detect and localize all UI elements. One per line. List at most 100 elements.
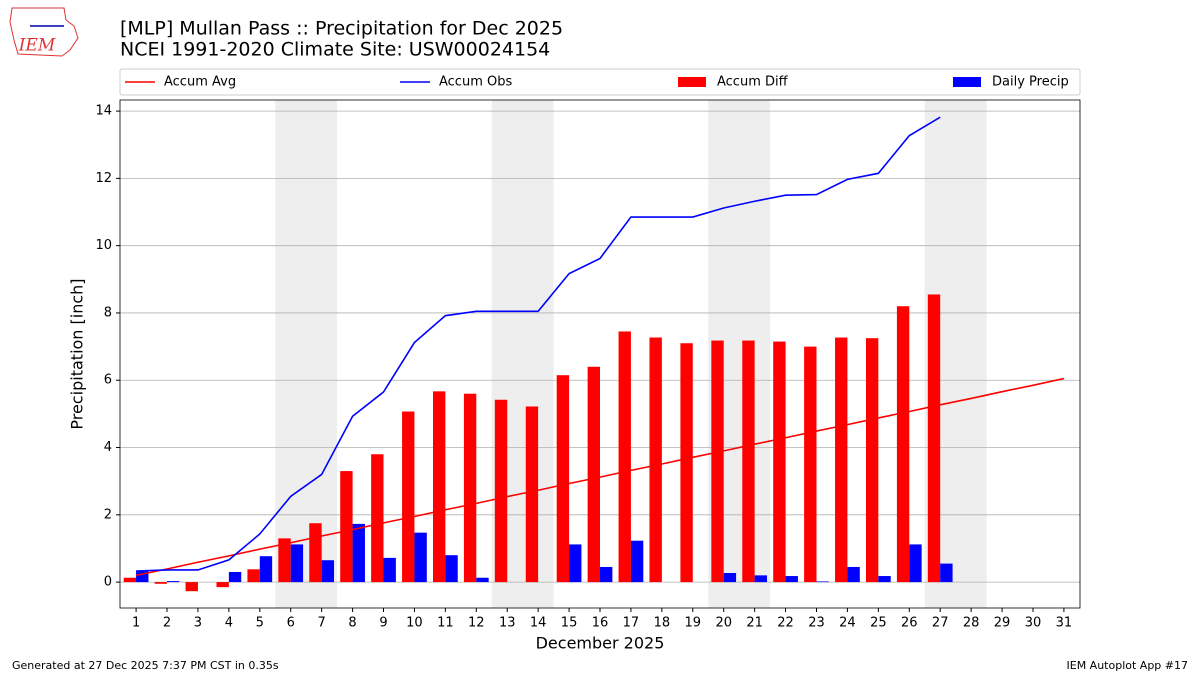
bar [154,582,168,584]
legend-box [119,68,1081,96]
legend-label: Accum Diff [717,75,789,90]
bar [556,375,570,583]
bar [445,555,458,583]
bar [865,338,879,583]
x-tick-label: 16 [592,616,609,631]
x-tick-label: 31 [1056,616,1073,631]
footer-left: Generated at 27 Dec 2025 7:37 PM CST in … [12,659,279,672]
bar [463,393,477,583]
bar [228,572,242,583]
bar [494,399,508,583]
chart-subtitle: NCEI 1991-2020 Climate Site: USW00024154 [120,39,550,61]
bar [587,366,600,583]
bar [525,406,539,583]
y-tick-label: 12 [95,171,112,186]
x-tick-label: 27 [932,616,949,631]
x-tick-label: 9 [379,616,387,631]
x-tick-label: 21 [746,616,763,631]
x-tick-label: 30 [1025,616,1042,631]
y-tick-label: 8 [104,305,112,320]
bar [785,576,798,583]
bar [371,454,384,583]
shade [275,100,338,608]
bar [185,582,198,592]
y-tick-label: 6 [104,373,112,388]
x-tick-label: 29 [994,616,1011,631]
bar [278,538,291,583]
bar [383,557,396,583]
bar [309,523,322,583]
bar [649,337,662,583]
bar [216,582,229,588]
y-axis-label: Precipitation [inch] [68,278,87,429]
legend-handle [678,77,706,87]
line [135,377,1065,577]
x-tick-label: 20 [715,616,732,631]
bar [600,566,613,583]
weekend-shading [275,100,987,608]
bar [711,340,724,583]
x-tick-label: 13 [499,616,516,631]
y-tick-label: 2 [104,507,112,522]
logo-text: IEM [18,36,56,56]
bar [618,331,631,583]
logo: IEM [9,7,79,57]
bar [940,563,953,583]
bar [259,556,273,583]
bar [896,306,910,583]
bar [754,575,768,583]
bar [909,544,922,583]
x-tick-label: 11 [437,616,454,631]
x-tick-label: 8 [348,616,356,631]
bar [321,560,335,583]
x-tick-label: 3 [194,616,202,631]
bar [630,540,644,583]
legend-handle [953,77,981,87]
line [136,116,941,572]
x-tick-label: 17 [623,616,640,631]
y-tick-label: 0 [104,575,112,590]
bar [136,570,149,583]
y-tick-label: 4 [104,440,112,455]
x-tick-label: 15 [561,616,578,631]
bar [878,576,891,583]
bar [402,411,415,583]
plot-frame [119,99,1081,609]
bar [927,294,941,583]
x-tick-label: 10 [406,616,423,631]
bar [123,577,137,583]
bar [167,581,180,583]
y-tick-label: 10 [95,238,112,253]
x-tick-label: 6 [287,616,295,631]
x-tick-label: 23 [808,616,825,631]
x-tick-label: 14 [530,616,547,631]
x-tick-label: 18 [654,616,671,631]
logo-outline [9,7,79,57]
x-tick-label: 7 [318,616,326,631]
x-tick-label: 22 [777,616,794,631]
bar [835,337,848,583]
x-tick-label: 2 [163,616,171,631]
x-tick-label: 25 [870,616,887,631]
bar [569,544,582,583]
legend-label: Accum Obs [439,75,512,90]
x-tick-label: 24 [839,616,856,631]
bar [414,532,427,583]
bar [352,523,365,583]
chart-title: [MLP] Mullan Pass :: Precipitation for D… [120,18,563,40]
x-tick-label: 19 [685,616,702,631]
x-tick-label: 4 [225,616,233,631]
legend-label: Daily Precip [992,75,1069,90]
x-tick-label: 12 [468,616,485,631]
bar [680,343,693,583]
bar [804,346,817,583]
bar [723,573,737,583]
x-tick-label: 1 [132,616,140,631]
x-tick-label: 28 [963,616,980,631]
y-tick-label: 14 [95,104,112,119]
bar [742,340,755,583]
bar [247,569,260,583]
bar [773,341,786,583]
bar [340,471,353,583]
